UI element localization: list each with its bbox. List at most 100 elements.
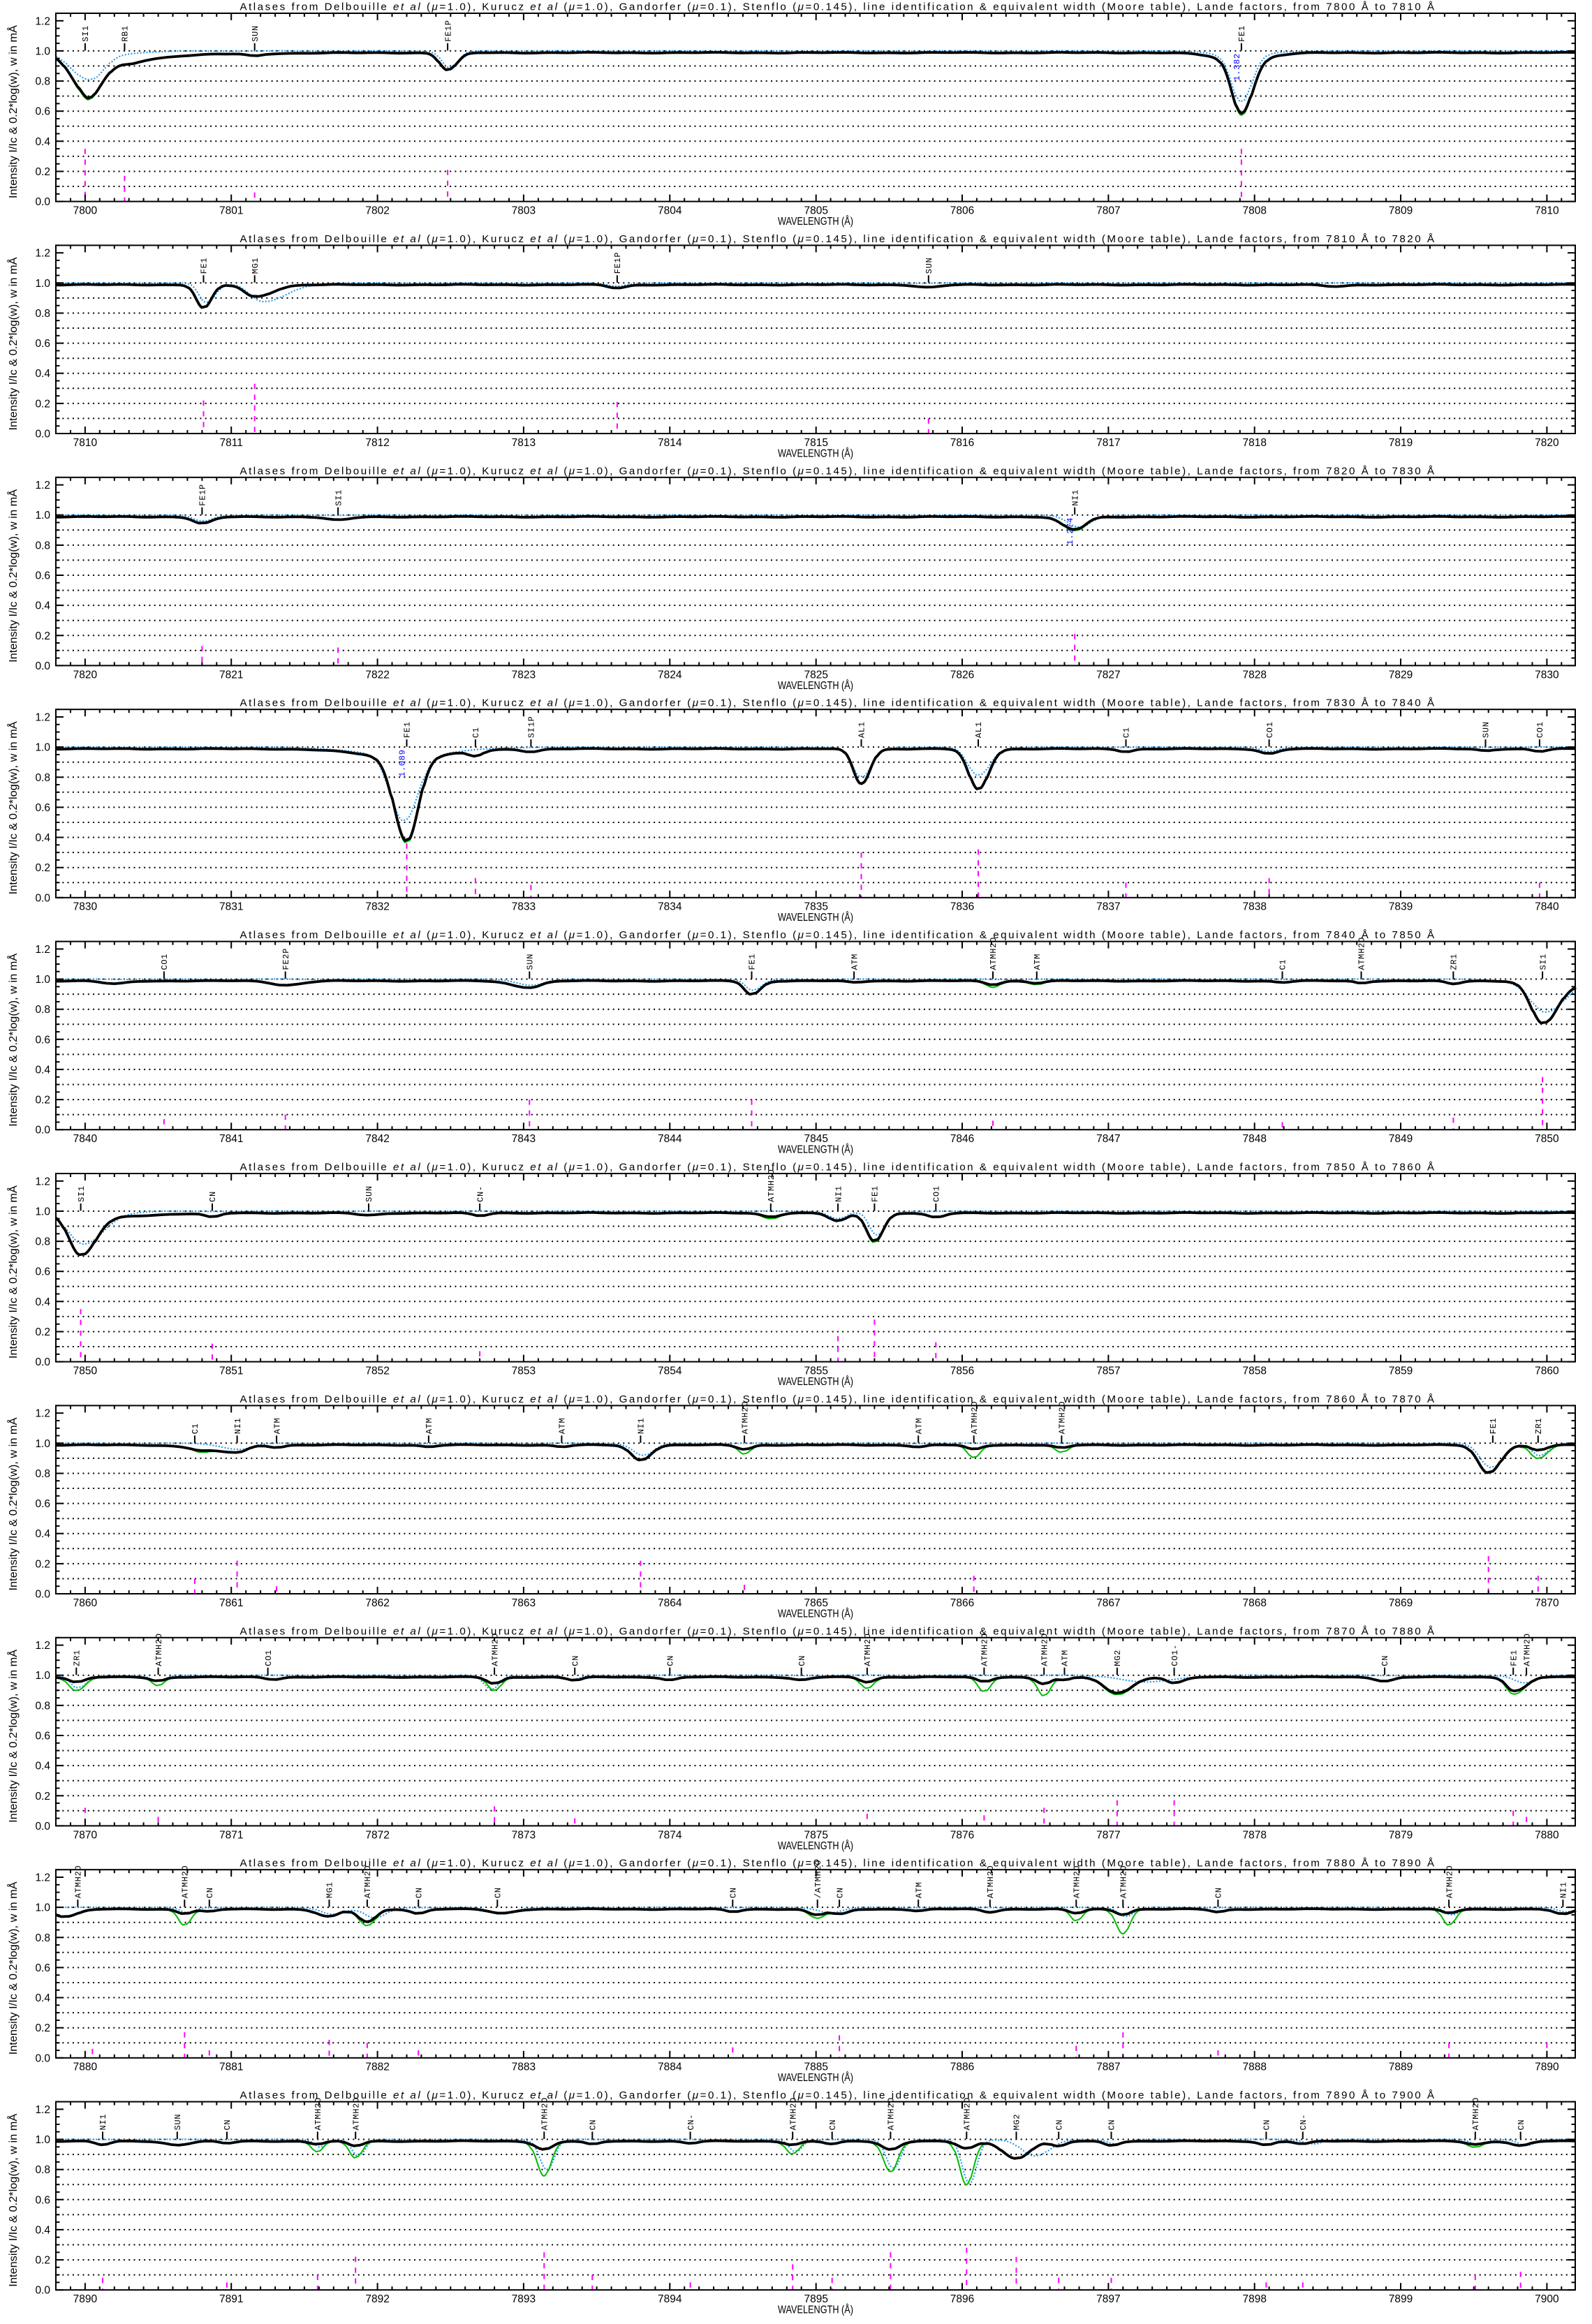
svg-text:7880: 7880 (73, 2062, 98, 2073)
svg-text:0.4: 0.4 (35, 1761, 50, 1772)
svg-text:C1: C1 (1278, 959, 1288, 970)
svg-text:Atlases from Delbouille et al: Atlases from Delbouille et al (μ=1.0), K… (239, 465, 1436, 477)
svg-text:7801: 7801 (219, 205, 243, 217)
svg-text:CN: CN (1054, 2119, 1064, 2131)
svg-text:7800: 7800 (73, 205, 98, 217)
svg-text:0.0: 0.0 (35, 660, 50, 672)
svg-text:1.0: 1.0 (35, 1206, 50, 1217)
svg-text:7889: 7889 (1389, 2062, 1413, 2073)
svg-text:7897: 7897 (1096, 2293, 1120, 2305)
svg-text:Intensity I/Ic & 0.2*log(w), w: Intensity I/Ic & 0.2*log(w), w in mÅ (8, 257, 20, 431)
svg-text:FE1: FE1 (871, 1185, 880, 1202)
svg-text:SUN: SUN (1482, 721, 1491, 738)
svg-text:0.6: 0.6 (35, 1266, 50, 1278)
svg-text:Intensity I/Ic & 0.2*log(w), w: Intensity I/Ic & 0.2*log(w), w in mÅ (8, 1417, 20, 1591)
svg-text:1.2: 1.2 (35, 15, 50, 27)
svg-text:7870: 7870 (1535, 1597, 1559, 1609)
svg-text:0.0: 0.0 (35, 892, 50, 904)
svg-text:7867: 7867 (1096, 1597, 1120, 1609)
svg-text:1.0: 1.0 (35, 742, 50, 754)
svg-text:FE1: FE1 (403, 721, 413, 738)
svg-text:Atlases from Delbouille et al: Atlases from Delbouille et al (μ=1.0), K… (239, 1625, 1436, 1637)
svg-text:1.0: 1.0 (35, 1670, 50, 1682)
svg-text:7838: 7838 (1242, 901, 1266, 913)
svg-text:FE1P: FE1P (613, 252, 623, 274)
svg-text:0.2: 0.2 (35, 630, 50, 642)
svg-text:7894: 7894 (658, 2293, 682, 2305)
svg-text:7829: 7829 (1389, 669, 1413, 681)
svg-text:7854: 7854 (658, 1365, 682, 1377)
svg-text:0.2: 0.2 (35, 398, 50, 410)
svg-text:7893: 7893 (512, 2293, 536, 2305)
svg-text:ATMH2O: ATMH2O (1058, 1401, 1068, 1434)
svg-text:7823: 7823 (512, 669, 536, 681)
svg-text:MG1: MG1 (251, 258, 260, 274)
svg-text:Intensity I/Ic & 0.2*log(w), w: Intensity I/Ic & 0.2*log(w), w in mÅ (8, 1185, 20, 1359)
svg-text:7891: 7891 (219, 2293, 243, 2305)
svg-text:WAVELENGTH (Å): WAVELENGTH (Å) (778, 216, 853, 228)
svg-text:CN: CN (1517, 2119, 1526, 2131)
svg-text:7857: 7857 (1096, 1365, 1120, 1377)
svg-text:ATMH2O: ATMH2O (1073, 1865, 1082, 1898)
svg-text:7827: 7827 (1096, 669, 1120, 681)
svg-text:7847: 7847 (1096, 1133, 1120, 1145)
svg-text:0.2: 0.2 (35, 2022, 50, 2034)
svg-text:7840: 7840 (73, 1133, 98, 1145)
svg-text:ATMH2O: ATMH2O (363, 1865, 373, 1898)
svg-text:FE1: FE1 (1489, 1418, 1498, 1435)
svg-text:ZR1: ZR1 (1534, 1418, 1544, 1435)
svg-text:CN: CN (223, 2119, 233, 2131)
svg-text:ATMH2O: ATMH2O (887, 2097, 897, 2130)
svg-text:7883: 7883 (512, 2062, 536, 2073)
svg-text:0.0: 0.0 (35, 196, 50, 208)
svg-text:FE1: FE1 (200, 258, 209, 274)
svg-text:0.2: 0.2 (35, 1558, 50, 1570)
svg-text:7860: 7860 (1535, 1365, 1559, 1377)
svg-text:NI1: NI1 (233, 1418, 243, 1435)
svg-text:7890: 7890 (1535, 2062, 1559, 2073)
svg-text:0.6: 0.6 (35, 338, 50, 350)
svg-text:7872: 7872 (365, 1829, 389, 1841)
svg-text:WAVELENGTH (Å): WAVELENGTH (Å) (778, 680, 853, 692)
svg-text:7811: 7811 (220, 437, 243, 449)
svg-text:CN-: CN- (1299, 2114, 1309, 2131)
svg-text:0.6: 0.6 (35, 106, 50, 118)
svg-text:7806: 7806 (950, 205, 974, 217)
svg-text:0.6: 0.6 (35, 2194, 50, 2206)
svg-text:ATMH2O: ATMH2O (1040, 1633, 1049, 1666)
svg-text:1.2: 1.2 (35, 1872, 50, 1884)
svg-text:7862: 7862 (365, 1597, 389, 1609)
svg-text:CO1-: CO1- (1170, 1644, 1180, 1666)
svg-text:CN: CN (797, 1655, 807, 1666)
svg-text:CO1: CO1 (160, 954, 170, 970)
svg-text:CN-: CN- (476, 1185, 485, 1202)
svg-text:7898: 7898 (1242, 2293, 1266, 2305)
svg-text:7830: 7830 (73, 901, 98, 913)
svg-text:WAVELENGTH (Å): WAVELENGTH (Å) (778, 1144, 853, 1156)
svg-text:Intensity I/Ic & 0.2*log(w), w: Intensity I/Ic & 0.2*log(w), w in mÅ (8, 24, 20, 198)
svg-text:7859: 7859 (1389, 1365, 1413, 1377)
svg-text:ATMH2O: ATMH2O (1357, 937, 1367, 970)
svg-text:0.2: 0.2 (35, 2255, 50, 2267)
svg-text:7836: 7836 (950, 901, 974, 913)
svg-text:7896: 7896 (950, 2293, 974, 2305)
svg-text:1.089: 1.089 (398, 749, 408, 777)
svg-text:1.2: 1.2 (35, 480, 50, 491)
svg-text:7822: 7822 (365, 669, 389, 681)
svg-text:7844: 7844 (658, 1133, 682, 1145)
svg-text:SUN: SUN (173, 2114, 183, 2131)
svg-text:NI1: NI1 (637, 1418, 647, 1435)
svg-text:7835: 7835 (804, 901, 827, 913)
svg-text:Intensity I/Ic & 0.2*log(w), w: Intensity I/Ic & 0.2*log(w), w in mÅ (8, 953, 20, 1127)
svg-text:7843: 7843 (512, 1133, 536, 1145)
svg-text:0.2: 0.2 (35, 1791, 50, 1803)
svg-text:AL1: AL1 (857, 721, 867, 738)
svg-text:MG2: MG2 (1113, 1650, 1123, 1666)
svg-text:NI1: NI1 (1559, 1881, 1569, 1898)
svg-text:7842: 7842 (365, 1133, 389, 1145)
svg-text:ZR1: ZR1 (73, 1650, 82, 1666)
svg-text:ATM: ATM (914, 1418, 924, 1435)
svg-text:SI1: SI1 (77, 1185, 87, 1202)
svg-text:FE1P: FE1P (198, 484, 208, 506)
svg-text:1.0: 1.0 (35, 2134, 50, 2146)
